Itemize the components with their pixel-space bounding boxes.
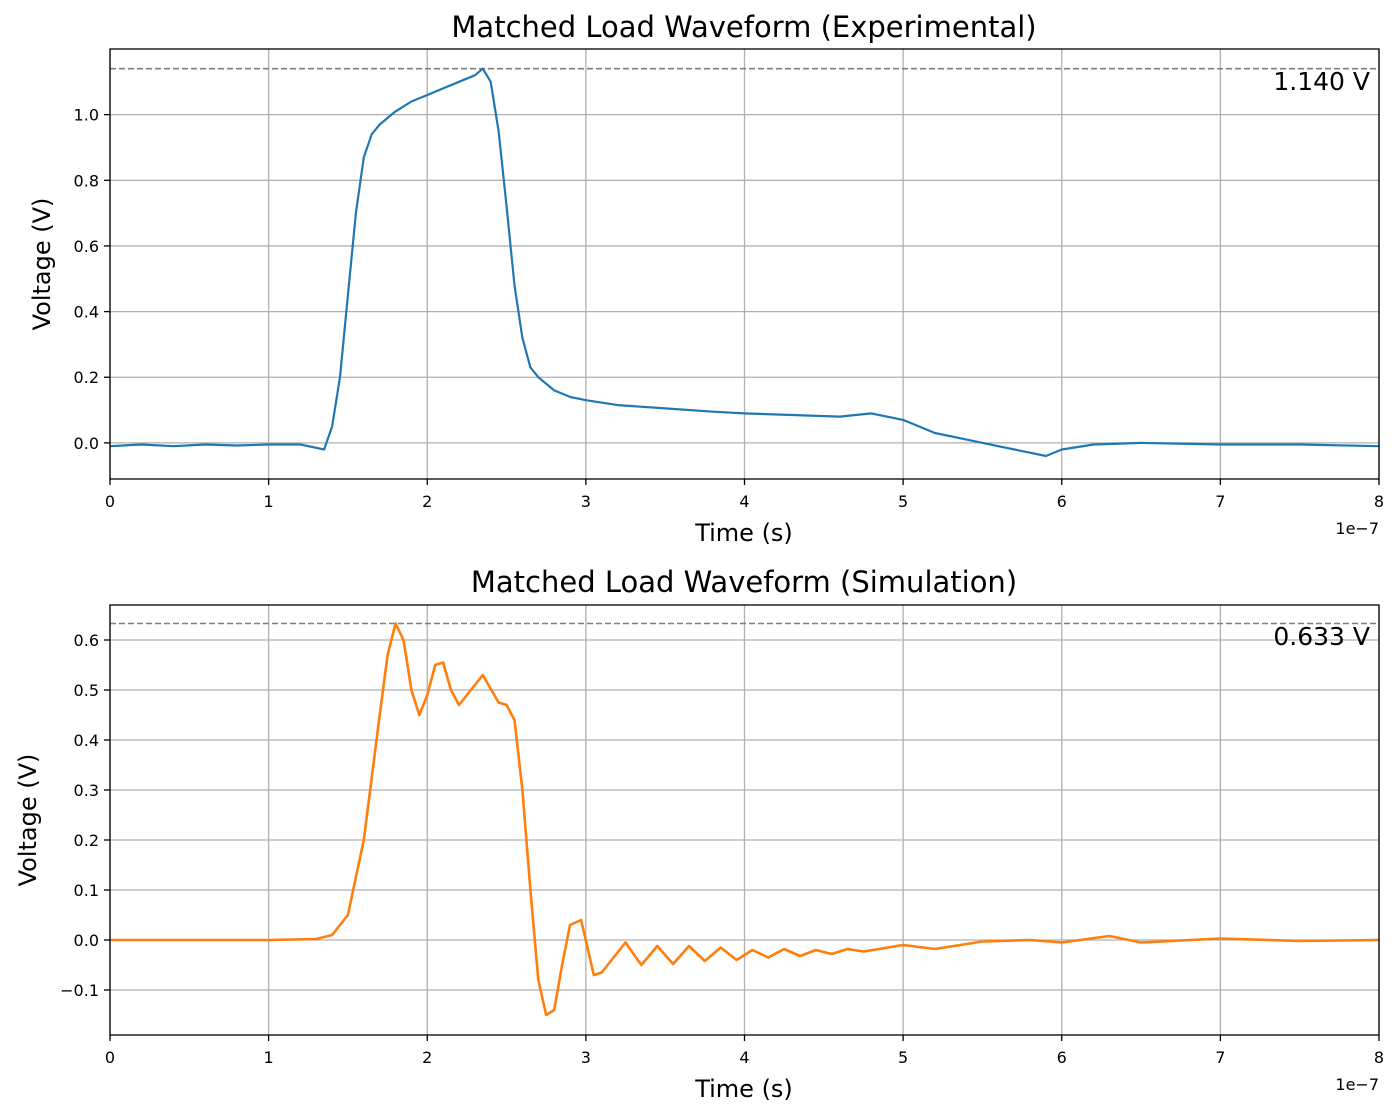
- simulation-ticks: 0 1 2 3 4 5 6 7 8 −0.1 0.0 0.1 0.2 0.3 0.4 0.5 0.6: [60, 631, 1384, 1067]
- x-tick-label: 7: [1215, 1048, 1225, 1067]
- x-tick-label: 0: [105, 1048, 115, 1067]
- x-tick-label: 6: [1057, 1048, 1067, 1067]
- experimental-x-offset-label: 1e−7: [1335, 519, 1379, 538]
- x-tick-label: 4: [739, 492, 749, 511]
- x-tick-label: 2: [422, 492, 432, 511]
- simulation-peak-label: 0.633 V: [1273, 622, 1370, 651]
- simulation-title: Matched Load Waveform (Simulation): [471, 565, 1017, 599]
- x-tick-label: 5: [898, 492, 908, 511]
- x-tick-label: 4: [739, 1048, 749, 1067]
- y-tick-label: 0.0: [74, 931, 99, 950]
- x-tick-label: 8: [1374, 1048, 1384, 1067]
- x-tick-label: 1: [264, 1048, 274, 1067]
- simulation-grid: [109, 605, 1380, 1035]
- simulation-panel: Matched Load Waveform (Simulation) 0 1 2 3 4…: [14, 565, 1384, 1103]
- simulation-y-axis-label: Voltage (V): [14, 754, 42, 887]
- experimental-x-axis-label: Time (s): [694, 519, 793, 547]
- y-tick-label: −0.1: [60, 981, 99, 1000]
- x-tick-label: 3: [581, 492, 591, 511]
- y-tick-label: 0.6: [74, 237, 99, 256]
- x-tick-label: 8: [1374, 492, 1384, 511]
- x-tick-label: 3: [581, 1048, 591, 1067]
- simulation-x-offset-label: 1e−7: [1335, 1075, 1379, 1094]
- y-tick-label: 0.5: [74, 681, 99, 700]
- experimental-ticks: 0 1 2 3 4 5 6 7 8 0.0 0.2 0.4 0.6 0.8 1.0: [74, 106, 1385, 511]
- experimental-title: Matched Load Waveform (Experimental): [451, 10, 1036, 44]
- x-tick-label: 1: [264, 492, 274, 511]
- y-tick-label: 0.0: [74, 434, 99, 453]
- x-tick-label: 7: [1215, 492, 1225, 511]
- y-tick-label: 0.6: [74, 631, 99, 650]
- y-tick-label: 0.2: [74, 368, 99, 387]
- y-tick-label: 0.1: [74, 881, 99, 900]
- y-tick-label: 0.3: [74, 781, 99, 800]
- simulation-x-axis-label: Time (s): [694, 1075, 793, 1103]
- experimental-waveform-line: [109, 67, 1380, 458]
- y-tick-label: 0.4: [74, 731, 99, 750]
- x-tick-label: 2: [422, 1048, 432, 1067]
- y-tick-label: 1.0: [74, 106, 99, 125]
- x-tick-label: 0: [105, 492, 115, 511]
- experimental-peak-label: 1.140 V: [1273, 67, 1370, 96]
- experimental-panel: Matched Load Waveform (Experimental) 0 1 2…: [28, 10, 1384, 547]
- experimental-y-axis-label: Voltage (V): [28, 198, 56, 331]
- simulation-waveform-line: [110, 622, 1380, 1017]
- y-tick-label: 0.4: [74, 303, 99, 322]
- y-tick-label: 0.8: [74, 171, 99, 190]
- x-tick-label: 6: [1057, 492, 1067, 511]
- x-tick-label: 5: [898, 1048, 908, 1067]
- y-tick-label: 0.2: [74, 831, 99, 850]
